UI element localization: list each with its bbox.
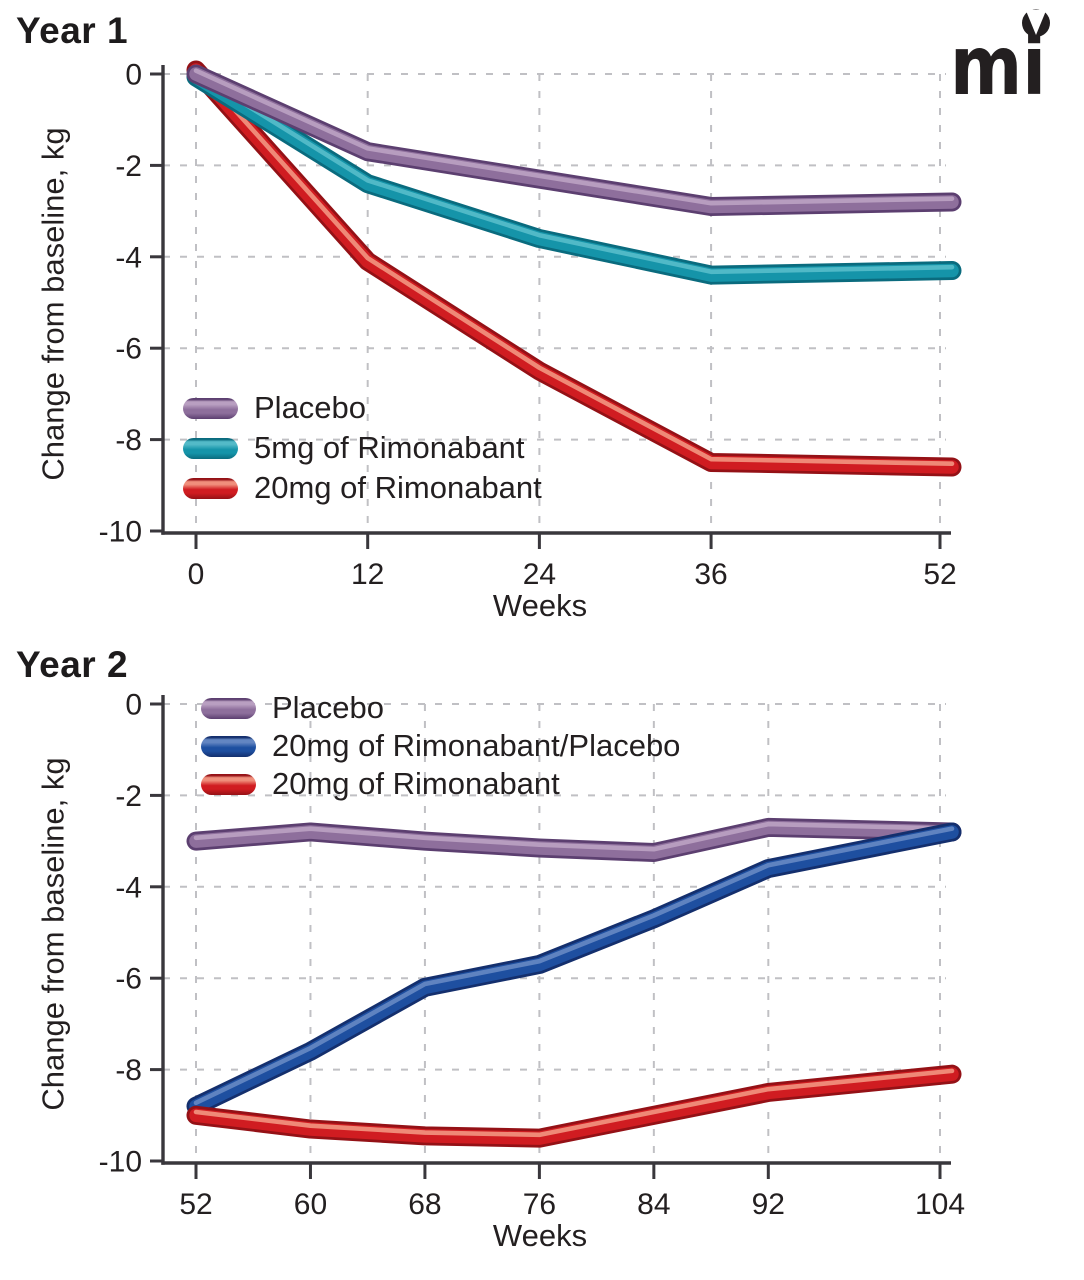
legend-item-20mg-rimonabant-placebo: 20mg of Rimonabant/Placebo (201, 727, 680, 765)
legend-label-20mg-rimonabant: 20mg of Rimonabant (272, 766, 560, 801)
legend-item-20mg-rimonabant: 20mg of Rimonabant (183, 468, 542, 508)
series-5mg-of-rimonabant-highlight (193, 71, 955, 275)
x-tick-label: 52 (179, 1188, 212, 1221)
series-placebo-line (189, 820, 959, 860)
series-placebo-highlight (193, 68, 955, 206)
chart-title-year-2: Year 2 (16, 644, 129, 685)
x-tick-label: 104 (915, 1188, 965, 1221)
logo-dot-notch-icon (1025, 9, 1047, 35)
series-20mg-of-rimonabant-placebo-line (189, 825, 959, 1113)
series-20mg-of-rimonabant-placebo-outline (186, 822, 962, 1116)
legend-label-placebo: Placebo (254, 390, 367, 425)
chart-year-1: Year 1 Change from baseline, kg 0 -2 -4 -6-… (0, 0, 1084, 630)
x-axis-title-year-2: Weeks (492, 1218, 588, 1253)
series-20mg-of-rimonabant-highlight (193, 64, 955, 467)
x-tick-label: 84 (637, 1188, 670, 1221)
x-axis-title-year-1: Weeks (492, 588, 588, 623)
y-tick-label: -6 (115, 963, 142, 996)
legend-label-placebo: Placebo (272, 690, 385, 725)
y-tick-label: -4 (115, 241, 142, 274)
brand-logo: mi (950, 8, 1080, 114)
legend-year-2: Placebo 20mg of Rimonabant/Placebo 20mg … (201, 689, 680, 803)
plot-year-1: 0 -2 -4 -6 -8 -10 0 12 24 36 52 (99, 59, 962, 591)
chart-year-2: Year 2 Change from baseline, kg 0 -2 -4 -6-… (0, 630, 1084, 1280)
legend-swatch-placebo (201, 697, 256, 719)
legend-item-placebo: Placebo (183, 388, 542, 428)
x-tick-label: 60 (294, 1188, 327, 1221)
series-5mg-of-rimonabant-line (189, 70, 959, 282)
legend-label-20mg-rimonabant: 20mg of Rimonabant (254, 470, 542, 505)
y-tick-label: 0 (125, 689, 142, 722)
y-tick-label: -4 (115, 871, 142, 904)
y-tick-label: -6 (115, 333, 142, 366)
x-tick-label: 68 (408, 1188, 441, 1221)
legend-item-20mg-rimonabant: 20mg of Rimonabant (201, 765, 680, 803)
y-tick-label: -2 (115, 150, 142, 183)
y-tick-label: -8 (115, 1054, 142, 1087)
y-tick-label: -10 (99, 516, 142, 549)
series-20mg-of-rimonabant-line (189, 1067, 959, 1145)
y-tick-label: 0 (125, 59, 142, 92)
legend-swatch-20mg-rimonabant-placebo (201, 735, 256, 757)
y-tick-label: -2 (115, 780, 142, 813)
y-tick-label: -10 (99, 1146, 142, 1179)
plot-year-2: 0 -2 -4 -6 -8 -10 52 60 68 76 84 92 104 (99, 689, 965, 1222)
series-placebo-highlight (193, 821, 955, 852)
x-tick-label: 0 (188, 558, 205, 591)
legend-year-1: Placebo 5mg of Rimonabant 20mg of Rimona… (183, 388, 542, 508)
x-tick-label: 12 (351, 558, 384, 591)
x-tick-label: 52 (923, 558, 956, 591)
legend-item-5mg-rimonabant: 5mg of Rimonabant (183, 428, 542, 468)
legend-swatch-placebo (183, 397, 238, 419)
chart-title-year-1: Year 1 (16, 10, 129, 51)
legend-item-placebo: Placebo (201, 689, 680, 727)
x-tick-label: 76 (523, 1188, 556, 1221)
x-tick-label: 92 (752, 1188, 785, 1221)
series-20mg-of-rimonabant-placebo-highlight (193, 826, 955, 1106)
x-tick-label: 24 (523, 558, 556, 591)
legend-swatch-5mg-rimonabant (183, 437, 238, 459)
y-tick-label: -8 (115, 424, 142, 457)
brand-logo-graphic: mi (950, 9, 1050, 114)
legend-label-5mg-rimonabant: 5mg of Rimonabant (254, 430, 525, 465)
series-20mg-of-rimonabant-highlight (193, 1068, 955, 1138)
legend-swatch-20mg-rimonabant (201, 773, 256, 795)
legend-label-20mg-rimonabant-placebo: 20mg of Rimonabant/Placebo (272, 728, 681, 763)
series-placebo-line (189, 67, 959, 214)
legend-swatch-20mg-rimonabant (183, 477, 238, 499)
x-tick-label: 36 (694, 558, 727, 591)
